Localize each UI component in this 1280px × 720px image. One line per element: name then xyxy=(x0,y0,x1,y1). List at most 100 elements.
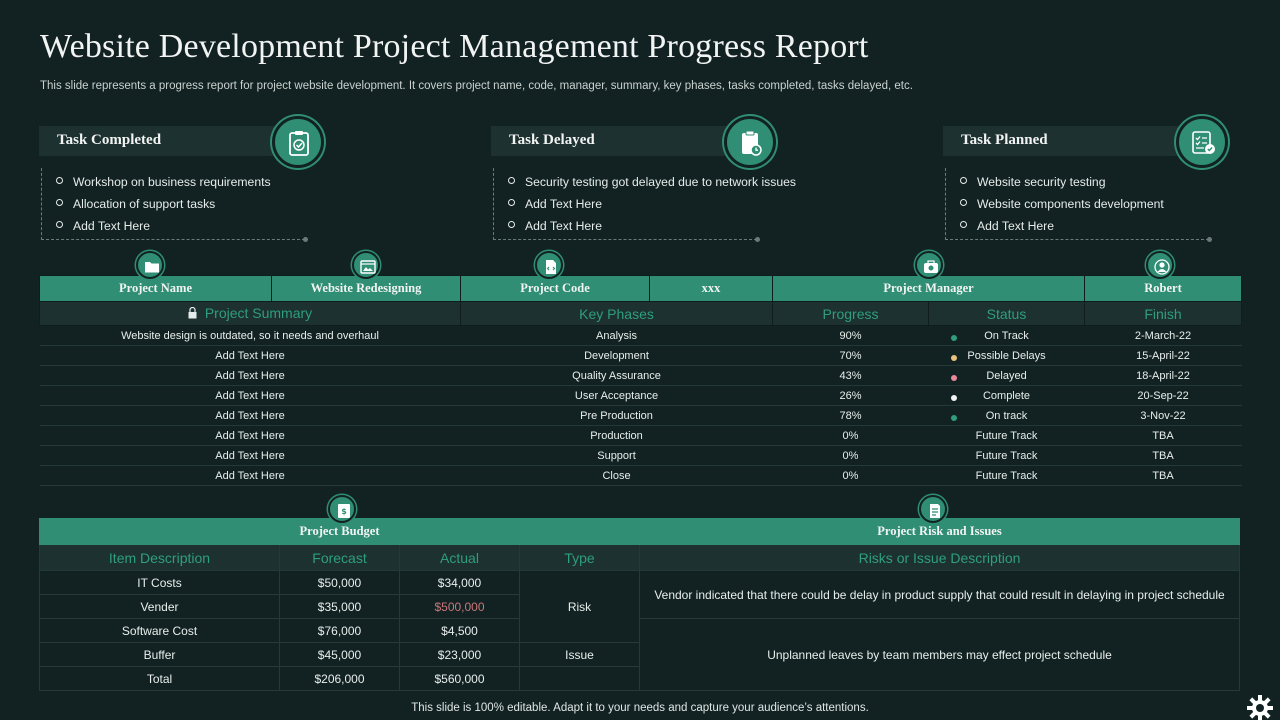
card-title: Task Delayed xyxy=(509,132,595,148)
card-title: Task Planned xyxy=(961,132,1048,148)
project-manager-value: Robert xyxy=(1084,275,1243,302)
table-row: IT Costs $50,000 $34,000 Risk xyxy=(39,570,641,643)
card-header: Task Delayed xyxy=(491,126,761,156)
progress-cell: 0% xyxy=(772,465,929,486)
status-label: Future Track xyxy=(975,429,1038,442)
folder-icon xyxy=(136,251,164,279)
summary-header: Project Summary xyxy=(39,301,461,326)
budget-item: IT Costs xyxy=(39,570,280,595)
gear-icon[interactable] xyxy=(1246,694,1274,720)
list-item: Workshop on business requirements xyxy=(56,174,305,196)
budget-document-icon: $ xyxy=(328,495,356,523)
list-item: Security testing got delayed due to netw… xyxy=(508,174,796,196)
table-row: Software Cost $76,000 $4,500 xyxy=(39,618,640,643)
project-phases-table: Project Name Website Redesigning Project… xyxy=(39,275,1243,486)
phase-cell: Analysis xyxy=(460,325,773,346)
list-item: Allocation of support tasks xyxy=(56,196,305,218)
list-item: Add Text Here xyxy=(508,196,757,218)
table-row: Add Text Here Development 70% Possible Dela… xyxy=(39,345,1242,366)
project-risk-table: Project Risk and Issues Risks or Issue D… xyxy=(639,518,1240,691)
card-list: Website security testing Website compone… xyxy=(945,168,1212,242)
finish-cell: TBA xyxy=(1084,465,1242,486)
risk-title: Project Risk and Issues xyxy=(639,518,1240,545)
status-cell: Future Track xyxy=(928,465,1085,486)
card-task-delayed: Task Delayed Security testing got delaye… xyxy=(491,116,796,244)
summary-cell: Add Text Here xyxy=(39,425,461,446)
budget-actual: $34,000 xyxy=(399,570,520,595)
status-dot xyxy=(950,354,957,361)
table-row: Vender $35,000 $500,000 xyxy=(39,594,640,619)
list-item: Add Text Here xyxy=(960,218,1209,240)
web-page-icon xyxy=(352,251,380,279)
svg-text:$: $ xyxy=(341,507,347,516)
column-header: Forecast xyxy=(279,544,400,571)
list-item: Website components development xyxy=(960,196,1209,218)
card-title: Task Completed xyxy=(57,132,162,148)
summary-cell: Add Text Here xyxy=(39,405,461,426)
status-dot xyxy=(950,334,957,341)
finish-cell: TBA xyxy=(1084,445,1242,466)
finish-cell: 3-Nov-22 xyxy=(1084,405,1242,426)
status-cell: Future Track xyxy=(928,425,1085,446)
finish-cell: 18-April-22 xyxy=(1084,365,1242,386)
status-dot xyxy=(950,414,957,421)
card-list: Workshop on business requirements Alloca… xyxy=(41,168,308,242)
footer-note: This slide is 100% editable. Adapt it to… xyxy=(411,702,869,714)
phase-cell: Close xyxy=(460,465,773,486)
status-cell: Complete xyxy=(928,385,1085,406)
project-name-label: Project Name xyxy=(39,275,272,302)
list-item: Add Text Here xyxy=(56,218,305,240)
progress-cell: 78% xyxy=(772,405,929,426)
summary-cell: Add Text Here xyxy=(39,465,461,486)
project-budget-table: Project Budget Item Description Forecast… xyxy=(38,518,641,691)
card-list: Security testing got delayed due to netw… xyxy=(493,168,796,242)
budget-item: Vender xyxy=(39,594,280,619)
budget-forecast: $206,000 xyxy=(279,666,400,691)
progress-cell: 0% xyxy=(772,425,929,446)
budget-item: Buffer xyxy=(39,642,280,667)
finish-cell: TBA xyxy=(1084,425,1242,446)
column-header: Risks or Issue Description xyxy=(639,544,1240,571)
status-label: Future Track xyxy=(975,449,1038,462)
table-row: Total $206,000 $560,000 xyxy=(39,666,641,691)
phase-cell: Support xyxy=(460,445,773,466)
column-header: Finish xyxy=(1084,301,1243,326)
summary-cell: Add Text Here xyxy=(39,445,461,466)
finish-cell: 2-March-22 xyxy=(1084,325,1242,346)
column-header: Status xyxy=(927,301,1086,326)
status-label: Possible Delays xyxy=(967,349,1046,362)
phase-cell: Pre Production xyxy=(460,405,773,426)
budget-type-risk: Risk xyxy=(518,570,641,643)
status-cell: On Track xyxy=(928,325,1085,346)
card-task-planned: Task Planned Website security testing We… xyxy=(943,116,1233,244)
column-header: Item Description xyxy=(39,544,280,571)
column-header: Key Phases xyxy=(460,301,773,326)
budget-actual: $560,000 xyxy=(399,666,520,691)
table-row: Add Text Here Pre Production 78% On track 3-… xyxy=(39,405,1242,426)
table-row: Add Text Here User Acceptance 26% Complete 2… xyxy=(39,385,1242,406)
status-dot xyxy=(950,374,957,381)
budget-item: Software Cost xyxy=(39,618,280,643)
status-label: On Track xyxy=(984,329,1029,342)
list-item: Add Text Here xyxy=(508,218,757,240)
status-cell: Future Track xyxy=(928,445,1085,466)
column-header: Progress xyxy=(772,301,929,326)
table-row: Website design is outdated, so it needs … xyxy=(39,325,1242,346)
finish-cell: 15-April-22 xyxy=(1084,345,1242,366)
status-dot xyxy=(950,394,957,401)
status-label: On track xyxy=(985,409,1028,422)
card-header: Task Completed xyxy=(39,126,309,156)
manager-icon xyxy=(915,251,943,279)
status-cell: On track xyxy=(928,405,1085,426)
progress-cell: 90% xyxy=(772,325,929,346)
project-code-value: xxx xyxy=(649,275,773,302)
phase-cell: Production xyxy=(460,425,773,446)
budget-forecast: $50,000 xyxy=(279,570,400,595)
issue-description: Unplanned leaves by team members may eff… xyxy=(639,618,1240,691)
status-label: Complete xyxy=(982,389,1031,402)
risk-report-icon xyxy=(919,495,947,523)
risk-description: Vendor indicated that there could be del… xyxy=(639,570,1240,619)
budget-forecast: $76,000 xyxy=(279,618,400,643)
progress-cell: 0% xyxy=(772,445,929,466)
finish-cell: 20-Sep-22 xyxy=(1084,385,1242,406)
